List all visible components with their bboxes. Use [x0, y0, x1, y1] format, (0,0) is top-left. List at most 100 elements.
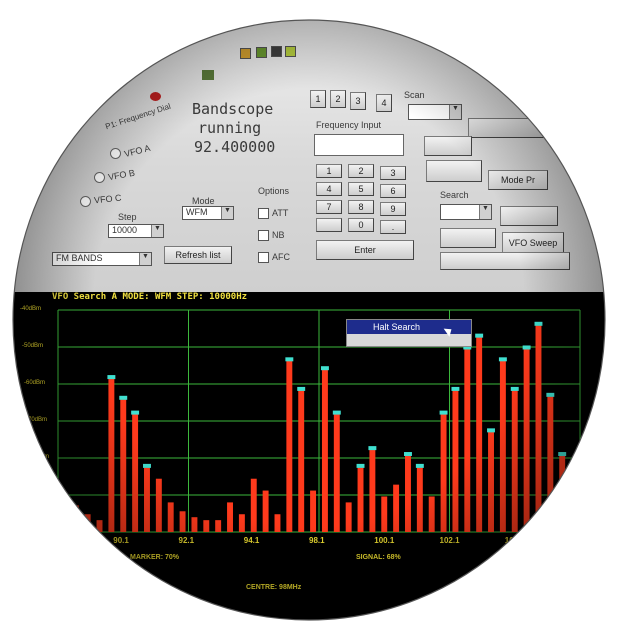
vfo-sweep-button[interactable]: VFO Sweep [502, 232, 564, 254]
spectrum-bar [238, 514, 245, 532]
status-line-1: Bandscope [192, 100, 274, 118]
y-axis-label: -90dBm [30, 491, 52, 497]
afc-checkbox[interactable] [258, 252, 269, 263]
chevron-down-icon[interactable]: ▼ [221, 207, 233, 219]
scan-start-button[interactable] [424, 136, 472, 156]
chevron-down-icon[interactable]: ▼ [151, 225, 163, 237]
spectrum-bar [96, 520, 103, 532]
disabled-menu-item [347, 334, 471, 346]
spectrum-peak-marker [285, 357, 294, 362]
keypad-key[interactable] [316, 218, 342, 232]
spectrum-bar [369, 449, 376, 532]
keypad-key[interactable]: 2 [348, 164, 374, 178]
spectrum-bar [191, 517, 198, 532]
search-label: Search [440, 190, 469, 200]
x-axis-label: 102.1 [439, 536, 460, 545]
toolbar-icon[interactable] [256, 47, 267, 58]
spectrum-bar [440, 413, 447, 532]
radio-vfo-a-label: VFO A [123, 142, 152, 160]
y-axis-label: -100dBm [32, 528, 57, 534]
mode-preset-button[interactable]: Mode Pr [488, 170, 548, 190]
spectrum-bar [286, 360, 293, 532]
band-value: FM BANDS [56, 253, 103, 263]
spectrum-bar [167, 502, 174, 532]
spectrum-chart [57, 309, 581, 533]
radio-vfo-a[interactable] [110, 148, 121, 159]
keypad-key[interactable]: . [380, 220, 406, 234]
status-line-3: 92.400000 [194, 138, 276, 156]
search-back-button[interactable] [440, 228, 496, 248]
keypad-key[interactable]: 5 [348, 182, 374, 196]
preset-key-2[interactable]: 2 [330, 90, 346, 108]
spectrum-bar [60, 496, 67, 532]
toolbar-icon[interactable] [271, 46, 282, 57]
spectrum-bar [488, 431, 494, 532]
y-axis-label: -80dBm [28, 454, 50, 460]
scan-action-button[interactable] [468, 118, 554, 138]
spectrum-bar [452, 389, 459, 532]
spectrum-peak-marker [368, 446, 377, 451]
spectrum-bar [179, 511, 186, 532]
spectrum-bar [321, 369, 328, 532]
preset-key-1[interactable]: 1 [310, 90, 326, 108]
spectrum-peak-marker [546, 392, 555, 397]
spectrum-bar [571, 478, 578, 532]
keypad-key[interactable]: 9 [380, 202, 406, 216]
att-checkbox[interactable] [258, 208, 269, 219]
spectrum-peak-marker [131, 410, 140, 415]
spectrum-bar [511, 389, 518, 532]
radio-vfo-b[interactable] [94, 172, 105, 183]
keypad-key[interactable]: 8 [348, 200, 374, 214]
preset-key-3[interactable]: 3 [350, 92, 366, 110]
keypad-key[interactable]: 3 [380, 166, 406, 180]
x-axis-label: 90.1 [113, 536, 129, 545]
keypad-key[interactable]: 0 [348, 218, 374, 232]
bandscope-display[interactable]: VFO Search A MODE: WFM STEP: 10000Hz -40… [0, 292, 618, 622]
scan-label: Scan [404, 90, 425, 100]
spectrum-peak-marker [143, 463, 151, 468]
control-panel: sliver 1.0 P1: Frequency Dial VFO A VFO … [0, 0, 618, 292]
search-go-button[interactable] [500, 206, 558, 226]
frequency-input[interactable] [314, 134, 404, 156]
step-label: Step [118, 212, 137, 222]
x-axis-label: 104.1 [504, 536, 525, 545]
spectrum-bar [405, 455, 411, 532]
spectrum-peak-marker [558, 452, 567, 457]
spectrum-bar [428, 496, 435, 532]
spectrum-peak-marker [439, 410, 448, 415]
nb-checkbox[interactable] [258, 230, 269, 241]
mode-select[interactable]: WFM ▼ [182, 206, 234, 220]
spectrum-bar [476, 336, 483, 532]
status-text: Bandscope running 92.400000 [192, 100, 275, 157]
spectrum-bar [132, 413, 139, 532]
bottom-right-button[interactable] [440, 252, 570, 270]
preset-key-4[interactable]: 4 [376, 94, 392, 112]
keypad-key[interactable]: 7 [316, 200, 342, 214]
toolbar-icon[interactable] [202, 70, 214, 80]
chevron-down-icon[interactable]: ▼ [449, 105, 461, 119]
afc-label: AFC [272, 252, 290, 262]
x-axis-label: 98.1 [309, 536, 325, 545]
keypad-key[interactable]: 6 [380, 184, 406, 198]
spectrum-bar [298, 389, 305, 532]
toolbar-icon[interactable] [240, 48, 251, 59]
keypad-key[interactable]: 1 [316, 164, 342, 178]
enter-button[interactable]: Enter [316, 240, 414, 260]
radio-vfo-c[interactable] [80, 196, 91, 207]
refresh-list-button[interactable]: Refresh list [164, 246, 232, 264]
chevron-down-icon[interactable]: ▼ [139, 253, 151, 265]
spectrum-bar [120, 398, 127, 532]
toolbar-text: sliver 1.0 [189, 25, 219, 38]
spectrum-bar [559, 455, 566, 532]
x-axis-label: 92.1 [178, 536, 195, 545]
search-select[interactable]: ▼ [440, 204, 492, 220]
scan-select[interactable]: ▼ [408, 104, 462, 120]
keypad-key[interactable]: 4 [316, 182, 342, 196]
scan-stop-button[interactable] [426, 160, 482, 182]
spectrum-peak-marker [534, 321, 543, 326]
chevron-down-icon[interactable]: ▼ [479, 205, 491, 219]
band-select[interactable]: FM BANDS ▼ [52, 252, 152, 266]
step-select[interactable]: 10000 ▼ [108, 224, 164, 238]
spectrum-bar [310, 490, 317, 532]
toolbar-icon[interactable] [285, 46, 296, 57]
